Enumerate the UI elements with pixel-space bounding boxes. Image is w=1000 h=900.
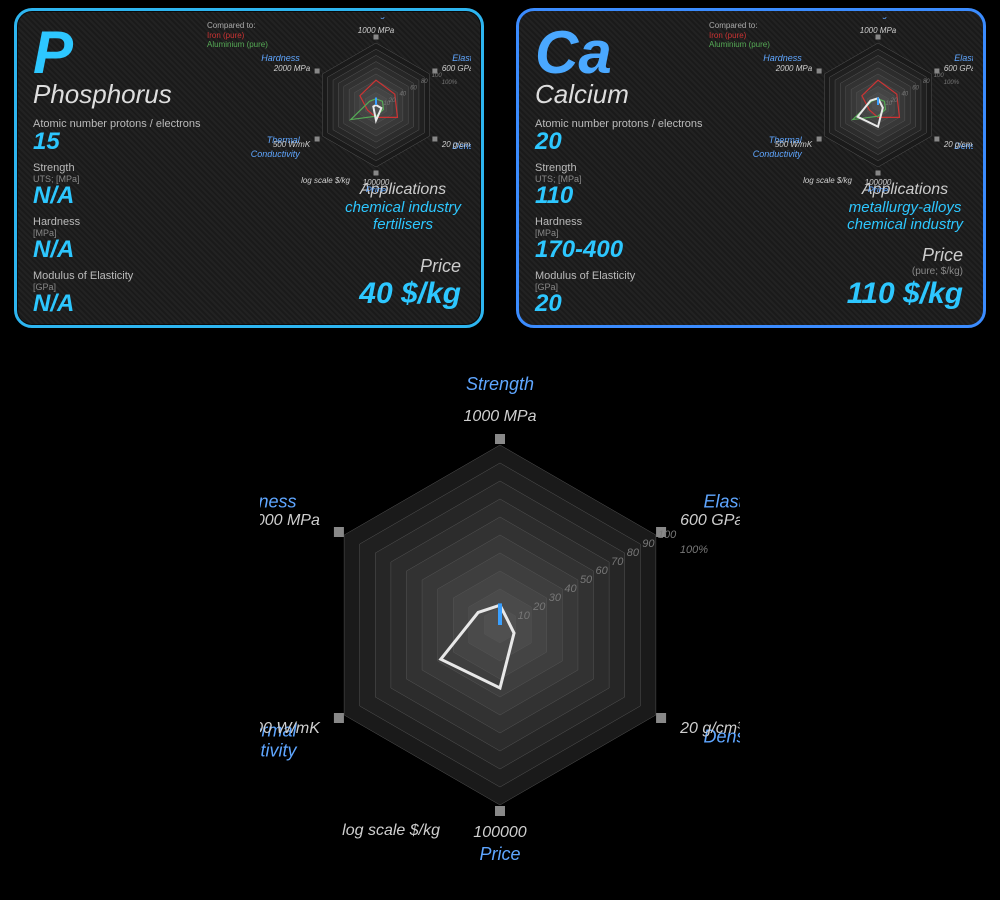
applications-line2: chemical industry [847, 216, 963, 233]
svg-text:1000 MPa: 1000 MPa [860, 26, 897, 35]
svg-text:Strength: Strength [466, 374, 534, 394]
svg-text:70: 70 [611, 556, 624, 568]
svg-text:100000: 100000 [363, 178, 390, 187]
price-title: Price [847, 245, 963, 266]
svg-text:100: 100 [658, 529, 677, 541]
price-title: Price [359, 256, 461, 277]
price-value: 40 $/kg [359, 277, 461, 311]
svg-text:60: 60 [912, 85, 919, 91]
svg-text:600 GPa: 600 GPa [944, 64, 973, 73]
svg-text:Strength: Strength [861, 17, 895, 19]
price-block: Price (pure; $/kg) 110 $/kg [847, 245, 963, 311]
svg-text:100: 100 [934, 73, 945, 79]
svg-text:20: 20 [388, 98, 396, 104]
svg-text:Elasticity: Elasticity [954, 53, 973, 63]
svg-text:20 g/cm³: 20 g/cm³ [679, 720, 740, 737]
element-card-calcium: Ca Calcium Atomic number protons / elect… [516, 8, 986, 328]
svg-text:Conductivity: Conductivity [251, 149, 301, 159]
radar-legend: Compared to: Iron (pure) Aluminium (pure… [709, 21, 770, 50]
svg-text:60: 60 [596, 565, 609, 577]
svg-text:100: 100 [432, 73, 443, 79]
svg-text:100%: 100% [944, 80, 960, 86]
svg-text:2000 MPa: 2000 MPa [260, 512, 320, 529]
svg-text:80: 80 [627, 547, 640, 559]
svg-text:Hardness: Hardness [260, 492, 296, 512]
svg-text:600 GPa: 600 GPa [442, 64, 471, 73]
svg-text:Elasticity: Elasticity [704, 492, 740, 512]
applications-line1: metallurgy-alloys [847, 199, 963, 216]
price-sub: (pure; $/kg) [847, 266, 963, 277]
svg-text:1000 MPa: 1000 MPa [464, 408, 537, 425]
svg-text:80: 80 [421, 79, 428, 85]
applications-line2: fertilisers [345, 216, 461, 233]
svg-text:Price: Price [479, 844, 520, 864]
svg-text:90: 90 [642, 538, 655, 550]
svg-text:50: 50 [580, 574, 593, 586]
svg-text:log scale $/kg: log scale $/kg [301, 176, 350, 185]
svg-text:2000 MPa: 2000 MPa [775, 64, 813, 73]
svg-text:100%: 100% [680, 544, 708, 556]
price-value: 110 $/kg [847, 277, 963, 311]
svg-text:500 W/mK: 500 W/mK [775, 140, 813, 149]
svg-text:60: 60 [410, 85, 417, 91]
svg-text:Conductivity: Conductivity [260, 741, 297, 761]
svg-text:500 W/mK: 500 W/mK [260, 720, 321, 737]
svg-text:500 W/mK: 500 W/mK [273, 140, 311, 149]
svg-text:10: 10 [518, 610, 531, 622]
price-block: Price 40 $/kg [359, 256, 461, 311]
radar-chart-large: Strength1000 MPaElasticity600 GPaDensity… [260, 360, 740, 885]
svg-text:log scale $/kg: log scale $/kg [803, 176, 852, 185]
svg-text:Elasticity: Elasticity [452, 53, 471, 63]
svg-text:40: 40 [901, 92, 908, 98]
svg-text:30: 30 [549, 592, 562, 604]
svg-text:100000: 100000 [473, 824, 526, 841]
svg-text:20 g/cm³: 20 g/cm³ [441, 140, 471, 149]
svg-text:100%: 100% [442, 80, 458, 86]
svg-text:80: 80 [923, 79, 930, 85]
svg-text:20: 20 [890, 98, 898, 104]
svg-text:Conductivity: Conductivity [753, 149, 803, 159]
svg-text:1000 MPa: 1000 MPa [358, 26, 395, 35]
applications-line1: chemical industry [345, 199, 461, 216]
svg-text:40: 40 [564, 583, 577, 595]
element-card-phosphorus: P Phosphorus Atomic number protons / ele… [14, 8, 484, 328]
svg-text:20 g/cm³: 20 g/cm³ [943, 140, 973, 149]
svg-text:Strength: Strength [359, 17, 393, 19]
svg-text:Hardness: Hardness [763, 53, 802, 63]
radar-legend: Compared to: Iron (pure) Aluminium (pure… [207, 21, 268, 50]
svg-text:20: 20 [532, 601, 546, 613]
svg-text:Hardness: Hardness [261, 53, 300, 63]
svg-text:2000 MPa: 2000 MPa [273, 64, 311, 73]
svg-text:100000: 100000 [865, 178, 892, 187]
svg-text:log scale $/kg: log scale $/kg [342, 822, 440, 839]
svg-text:600 GPa: 600 GPa [680, 512, 740, 529]
svg-text:40: 40 [399, 92, 406, 98]
